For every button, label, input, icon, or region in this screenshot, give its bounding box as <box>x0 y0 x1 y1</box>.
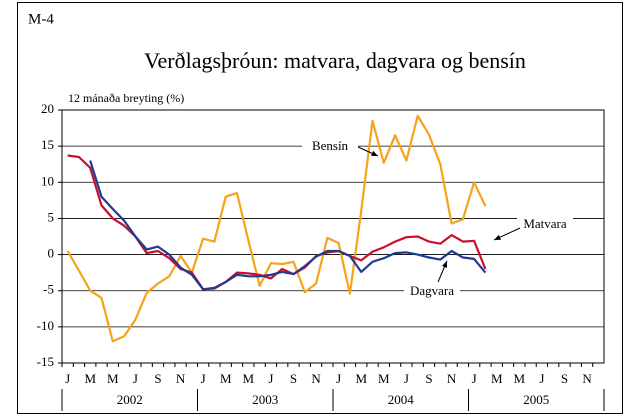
x-tick-label: J <box>336 371 341 386</box>
x-tick-label: N <box>176 371 186 386</box>
y-tick-label: 0 <box>48 246 55 261</box>
y-tick-label: 5 <box>48 209 55 224</box>
arrow-head <box>441 261 447 268</box>
x-tick-label: S <box>290 371 297 386</box>
chart-title: Verðlagsþróun: matvara, dagvara og bensí… <box>144 48 526 73</box>
x-tick-label: M <box>491 371 503 386</box>
annotation-bg <box>302 138 358 156</box>
x-tick-label: S <box>561 371 568 386</box>
x-tick-label: M <box>378 371 390 386</box>
y-axis-label: 12 mánaða breyting (%) <box>68 91 184 105</box>
year-label: 2005 <box>523 392 549 407</box>
x-tick-label: N <box>447 371 457 386</box>
x-tick-label: N <box>582 371 592 386</box>
x-tick-label: S <box>425 371 432 386</box>
y-tick-label: -10 <box>37 318 54 333</box>
annotation-bg <box>404 283 460 301</box>
x-tick-label: M <box>220 371 232 386</box>
y-tick-label: 10 <box>41 173 54 188</box>
chart-label: M-4 <box>28 11 54 27</box>
x-tick-label: J <box>65 371 70 386</box>
x-tick-label: M <box>107 371 119 386</box>
y-tick-label: 20 <box>41 101 54 116</box>
annotation: Bensín <box>312 138 349 153</box>
x-tick-label: M <box>243 371 255 386</box>
annotation: Dagvara <box>410 283 454 298</box>
x-tick-label: M <box>84 371 96 386</box>
y-tick-label: -15 <box>37 354 54 369</box>
x-tick-label: J <box>472 371 477 386</box>
arrow-head <box>494 234 501 240</box>
x-tick-label: J <box>133 371 138 386</box>
series-line <box>89 160 487 291</box>
annotation: Matvara <box>523 216 567 231</box>
x-tick-label: J <box>404 371 409 386</box>
x-tick-label: J <box>201 371 206 386</box>
series-line <box>67 154 487 291</box>
arrow-head <box>371 150 378 156</box>
x-tick-label: M <box>355 371 367 386</box>
year-label: 2002 <box>117 392 143 407</box>
y-tick-label: -5 <box>43 282 54 297</box>
y-tick-label: 15 <box>41 137 54 152</box>
year-label: 2004 <box>388 392 415 407</box>
year-label: 2003 <box>252 392 278 407</box>
x-tick-label: J <box>539 371 544 386</box>
x-tick-label: J <box>268 371 273 386</box>
series-line <box>66 114 487 343</box>
x-tick-label: N <box>311 371 321 386</box>
frame <box>17 2 623 414</box>
annotation-bg <box>517 216 573 234</box>
x-tick-label: S <box>154 371 161 386</box>
x-tick-label: M <box>514 371 526 386</box>
